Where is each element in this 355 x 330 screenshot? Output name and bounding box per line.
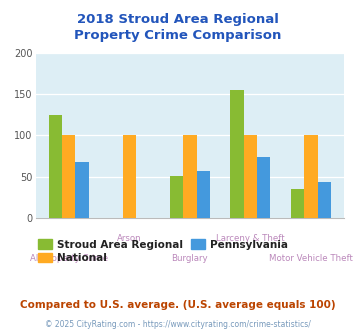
Bar (304, 135, 318, 218)
Text: Arson: Arson (117, 234, 142, 243)
Text: All Property Crime: All Property Crime (30, 254, 108, 263)
Bar (49, 115, 62, 218)
Text: © 2025 CityRating.com - https://www.cityrating.com/crime-statistics/: © 2025 CityRating.com - https://www.city… (45, 319, 310, 329)
Bar (230, 90, 244, 218)
Bar (183, 135, 197, 218)
Bar (318, 182, 331, 218)
Bar (244, 135, 257, 218)
Text: Burglary: Burglary (171, 254, 208, 263)
Bar (197, 171, 210, 218)
Bar (123, 135, 136, 218)
Text: Motor Vehicle Theft: Motor Vehicle Theft (269, 254, 353, 263)
Bar (76, 162, 89, 218)
Bar (291, 189, 304, 218)
Text: Compared to U.S. average. (U.S. average equals 100): Compared to U.S. average. (U.S. average … (20, 300, 335, 310)
Bar (257, 157, 271, 218)
Bar (170, 176, 183, 218)
Text: 2018 Stroud Area Regional
Property Crime Comparison: 2018 Stroud Area Regional Property Crime… (74, 13, 281, 42)
Text: Larceny & Theft: Larceny & Theft (216, 234, 285, 243)
Bar (62, 135, 76, 218)
Legend: Stroud Area Regional, National, Pennsylvania: Stroud Area Regional, National, Pennsylv… (34, 235, 292, 267)
